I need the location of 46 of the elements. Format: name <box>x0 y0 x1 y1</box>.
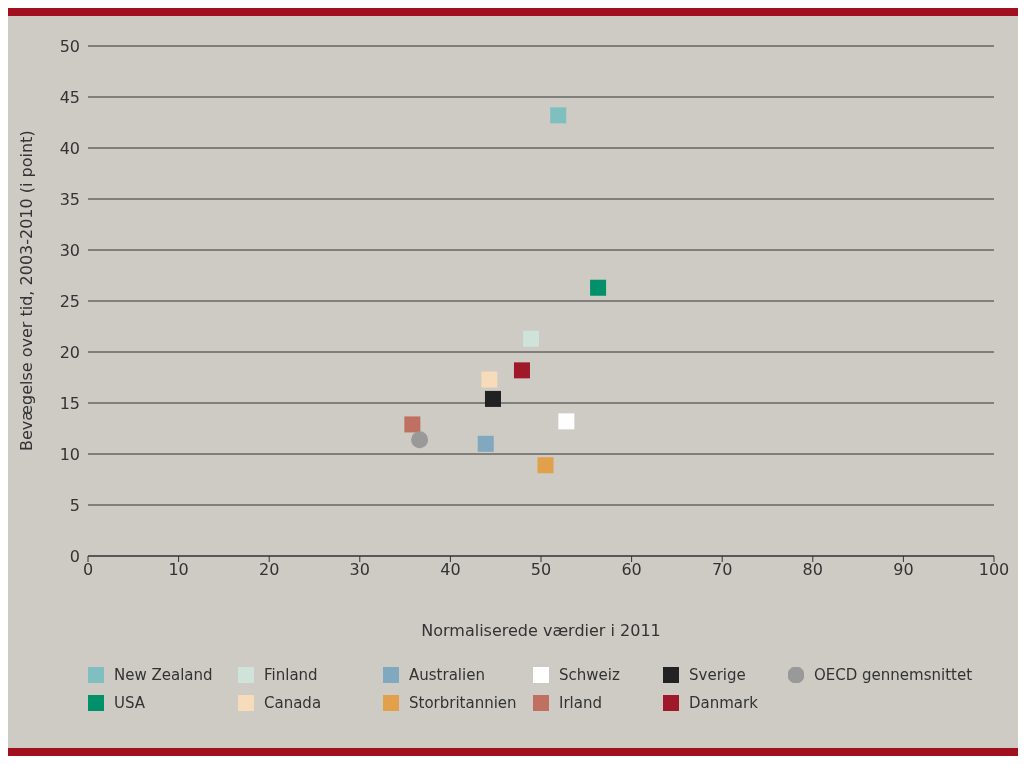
legend-label: Irland <box>559 694 602 712</box>
point <box>477 435 494 452</box>
y-tick-label: 0 <box>69 546 80 566</box>
legend-label: Canada <box>264 694 322 712</box>
legend-label: Finland <box>264 666 318 684</box>
x-tick-label: 90 <box>893 560 914 580</box>
y-tick-label: 5 <box>69 495 80 515</box>
x-tick-label: 30 <box>349 560 370 580</box>
legend-label: USA <box>114 694 146 712</box>
y-tick-label: 30 <box>59 240 80 260</box>
y-tick-label: 40 <box>59 138 80 158</box>
y-tick-label: 50 <box>59 36 80 56</box>
point <box>513 362 530 379</box>
legend-label: Schweiz <box>559 666 620 684</box>
legend-label: Sverige <box>689 666 746 684</box>
y-tick-label: 20 <box>59 342 80 362</box>
point <box>411 431 429 449</box>
x-axis-title: Normaliserede værdier i 2011 <box>421 621 661 640</box>
point <box>550 107 567 124</box>
point <box>481 371 498 388</box>
x-tick-label: 80 <box>802 560 823 580</box>
x-tick-label: 0 <box>82 560 94 580</box>
point <box>558 413 575 430</box>
legend-label: OECD gennemsnittet <box>814 666 973 684</box>
legend-label: Danmark <box>689 694 758 712</box>
x-tick-label: 20 <box>259 560 280 580</box>
point <box>537 457 554 474</box>
x-tick-label: 60 <box>621 560 642 580</box>
y-axis-title: Bevægelse over tid, 2003-2010 (i point) <box>16 130 36 451</box>
x-tick-label: 40 <box>440 560 461 580</box>
legend-label: New Zealand <box>114 666 213 684</box>
x-tick-label: 10 <box>168 560 189 580</box>
x-tick-label: 100 <box>978 560 1010 580</box>
y-tick-label: 45 <box>59 87 80 107</box>
y-tick-label: 25 <box>59 291 80 311</box>
point <box>484 390 501 407</box>
y-tick-label: 35 <box>59 189 80 209</box>
y-tick-label: 10 <box>59 444 80 464</box>
y-tick-label: 15 <box>59 393 80 413</box>
x-tick-label: 50 <box>530 560 552 580</box>
legend-label: Australien <box>409 666 485 684</box>
legend-label: Storbritannien <box>409 694 517 712</box>
point <box>590 279 607 296</box>
point <box>523 330 540 347</box>
x-tick-label: 70 <box>712 560 733 580</box>
point <box>404 416 421 433</box>
